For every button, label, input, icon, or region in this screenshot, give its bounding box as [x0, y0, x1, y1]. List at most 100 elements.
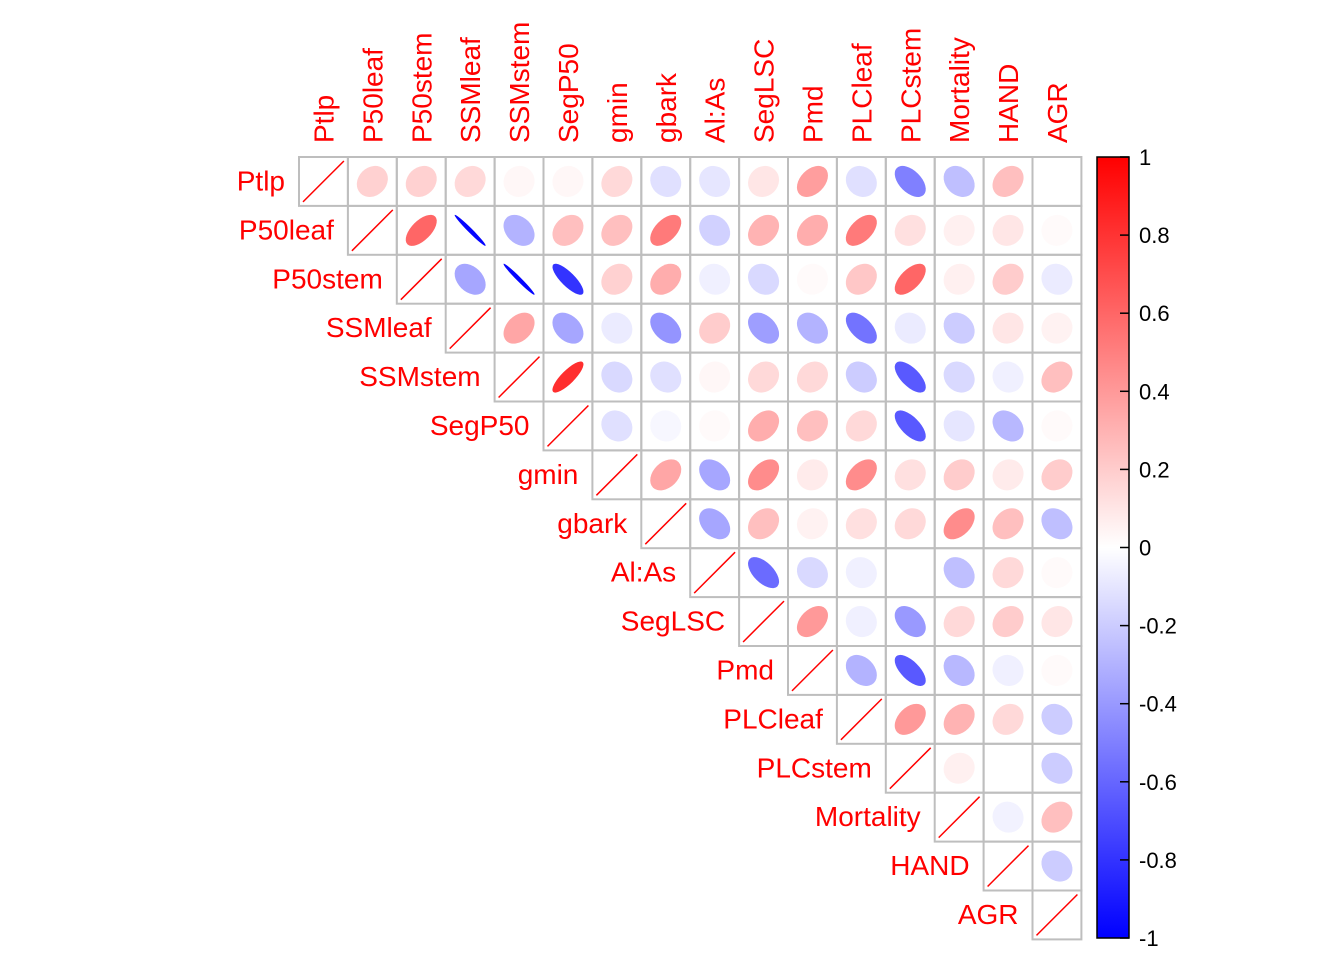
corr-ellipse	[943, 508, 975, 540]
column-label: PLCleaf	[846, 43, 877, 143]
column-label: AGR	[1042, 82, 1073, 143]
corr-ellipse	[992, 508, 1024, 540]
corr-ellipse	[699, 263, 731, 295]
corr-ellipse	[601, 361, 633, 393]
corr-ellipse	[748, 410, 780, 442]
corr-ellipse	[943, 752, 975, 784]
row-label: gmin	[518, 459, 579, 490]
corr-ellipse	[601, 312, 633, 344]
corr-ellipse	[992, 606, 1024, 638]
row-label: gbark	[557, 508, 628, 539]
diagonal-line	[546, 404, 589, 447]
corr-ellipse	[1041, 801, 1073, 833]
row-label: PLCleaf	[723, 703, 823, 734]
corr-ellipse	[796, 557, 828, 589]
corr-ellipse	[748, 312, 780, 344]
corr-ellipse	[894, 165, 926, 197]
corr-ellipse	[894, 557, 926, 589]
corr-ellipse	[992, 801, 1024, 833]
corr-ellipse	[796, 312, 828, 344]
corr-ellipse	[845, 263, 877, 295]
corr-ellipse	[650, 361, 682, 393]
colorbar-tick-label: -0.6	[1139, 770, 1177, 795]
colorbar-tick-label: -0.8	[1139, 848, 1177, 873]
row-label: SSMleaf	[326, 312, 432, 343]
diagonal-line	[987, 845, 1030, 888]
column-label: Ptlp	[308, 95, 339, 143]
corr-ellipse	[503, 312, 535, 344]
corr-ellipse	[601, 410, 633, 442]
diagonal-line	[644, 502, 687, 545]
row-label: P50leaf	[239, 214, 334, 245]
corr-ellipse	[748, 263, 780, 295]
corr-ellipse	[943, 263, 975, 295]
corr-ellipse	[405, 165, 437, 197]
corr-ellipse	[845, 606, 877, 638]
corr-ellipse	[796, 214, 828, 246]
corr-ellipse	[894, 214, 926, 246]
corr-ellipse	[650, 459, 682, 491]
corr-ellipse	[894, 606, 926, 638]
corr-ellipse	[1041, 459, 1073, 491]
corr-ellipse	[1041, 165, 1073, 197]
diagonal-line	[498, 356, 541, 399]
corr-ellipse	[1041, 850, 1073, 882]
row-label: AGR	[958, 899, 1019, 930]
row-label: Ptlp	[237, 165, 285, 196]
corr-ellipse	[601, 263, 633, 295]
row-label: P50stem	[272, 263, 383, 294]
corr-ellipse	[503, 214, 535, 246]
column-label: gbark	[651, 72, 682, 143]
corr-ellipse	[796, 165, 828, 197]
corr-ellipse	[405, 214, 437, 246]
column-label: Al:As	[700, 78, 731, 143]
corr-ellipse	[796, 410, 828, 442]
colorbar-ticks: 1 0.8 0.6 0.4 0.2 0 -0.2 -0.4 -0.6 -0.8 -1	[1120, 145, 1177, 951]
corr-ellipse	[992, 312, 1024, 344]
corr-ellipse	[699, 459, 731, 491]
corr-ellipse	[943, 459, 975, 491]
corr-ellipse	[503, 165, 535, 197]
corr-ellipse	[552, 165, 584, 197]
corr-ellipse	[748, 165, 780, 197]
row-label: PLCstem	[757, 752, 872, 783]
corr-ellipse	[454, 214, 486, 246]
corr-ellipse	[992, 752, 1024, 784]
diagonal-line	[449, 307, 492, 350]
corr-ellipse	[748, 459, 780, 491]
diagonal-line	[400, 258, 443, 301]
corr-ellipse	[943, 361, 975, 393]
corr-ellipse	[650, 410, 682, 442]
row-labels: Ptlp P50leaf P50stem SSMleaf SSMstem SegP50 gm…	[237, 165, 1019, 930]
column-label: SegP50	[553, 43, 584, 143]
corr-ellipse	[992, 214, 1024, 246]
corr-ellipse	[1041, 557, 1073, 589]
colorbar-tick-label: -0.4	[1139, 692, 1177, 717]
column-label: SSMstem	[504, 22, 535, 143]
corr-ellipse	[748, 361, 780, 393]
corr-ellipse	[894, 459, 926, 491]
corr-ellipse	[552, 214, 584, 246]
corr-ellipse	[552, 263, 584, 295]
column-label: P50leaf	[357, 48, 388, 143]
corr-ellipse	[894, 508, 926, 540]
corr-ellipse	[1041, 654, 1073, 686]
diagonal-line	[351, 209, 394, 252]
corr-ellipse	[894, 263, 926, 295]
diagonal-line	[693, 551, 736, 594]
row-label: Al:As	[611, 557, 676, 588]
corr-ellipse	[992, 557, 1024, 589]
corr-ellipse	[943, 703, 975, 735]
corr-ellipse	[845, 654, 877, 686]
row-label: Pmd	[716, 654, 774, 685]
corr-ellipse	[699, 214, 731, 246]
diagonal-line	[840, 698, 883, 741]
corr-ellipse	[1041, 214, 1073, 246]
corr-ellipse	[748, 508, 780, 540]
row-label: SSMstem	[359, 361, 480, 392]
corr-ellipse	[943, 654, 975, 686]
column-label: SSMleaf	[455, 37, 486, 143]
corr-ellipse	[894, 703, 926, 735]
corr-ellipse	[992, 410, 1024, 442]
